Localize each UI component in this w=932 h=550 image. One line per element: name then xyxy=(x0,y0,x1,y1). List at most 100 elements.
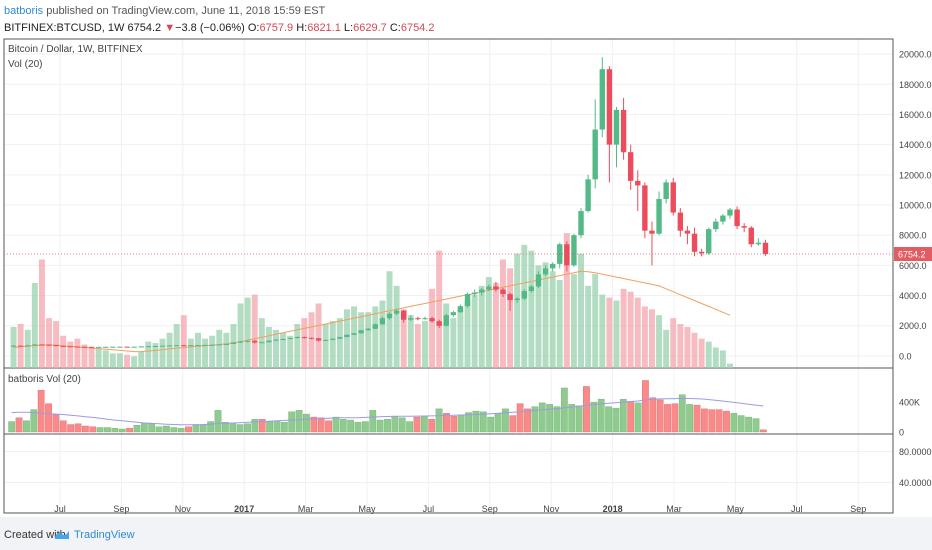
candle-body xyxy=(486,286,492,290)
candle-body xyxy=(620,109,627,153)
candle-body xyxy=(95,346,102,348)
candle-body xyxy=(25,345,31,347)
candle-body xyxy=(691,233,698,252)
time-axis[interactable]: Jul Sep Nov 2017 Mar May Jul Sep Nov 2018 Mar May Ju… xyxy=(54,504,866,514)
volume-bar xyxy=(708,409,716,433)
volume-bar xyxy=(752,418,760,433)
candle-body xyxy=(237,341,244,343)
main-title: Bitcoin / Dollar, 1W, BITFINEX xyxy=(8,44,143,55)
volume-bar xyxy=(155,426,163,433)
overlay-volume-bar xyxy=(280,332,287,368)
candle-body xyxy=(46,344,52,346)
volume-bar xyxy=(693,404,701,433)
volume-bar xyxy=(295,410,303,433)
volume-bar xyxy=(347,419,355,433)
candle-body xyxy=(493,286,499,290)
volume-bar xyxy=(8,421,16,433)
volume-bar xyxy=(15,417,23,433)
volume-bar xyxy=(686,404,693,433)
candle-body xyxy=(393,310,400,314)
overlay-volume-bar xyxy=(251,294,258,368)
price-tick-label: 0.0 xyxy=(899,351,912,361)
overlay-volume-bar xyxy=(727,363,733,368)
candle-body xyxy=(599,69,605,130)
overlay-volume-bar xyxy=(102,350,109,368)
candle-body xyxy=(514,298,520,301)
price-change: −3.8 (−0.06%) xyxy=(175,22,245,34)
overlay-volume-bar xyxy=(429,288,436,368)
overlay-volume-bar xyxy=(74,338,81,368)
candle-body xyxy=(450,312,457,316)
candle-body xyxy=(386,313,393,319)
price-axis[interactable]: 20000.0 18000.0 16000.0 14000.0 12000.0 10000… xyxy=(894,50,932,488)
volume-bar xyxy=(96,427,104,433)
volume-tick-label: 0 xyxy=(899,428,904,438)
volume-bar xyxy=(37,389,45,433)
overlay-volume-bar xyxy=(670,318,677,368)
volume-bar xyxy=(745,416,752,433)
candle-body xyxy=(230,342,237,345)
overlay-volume-bar xyxy=(492,282,499,368)
volume-bar xyxy=(214,410,222,433)
overlay-volume-bar xyxy=(471,294,478,368)
overlay-volume-bar xyxy=(691,332,698,368)
candle-body xyxy=(330,338,336,340)
time-tick-label: Jul xyxy=(54,504,66,514)
volume-bar xyxy=(700,408,708,433)
volume-bar xyxy=(222,422,229,433)
publisher-link[interactable]: batboris xyxy=(4,5,44,17)
candle-body xyxy=(181,345,187,347)
candle-body xyxy=(39,344,45,346)
price-tick-label: 12000.0 xyxy=(899,170,932,180)
candle-body xyxy=(670,182,676,213)
volume-bar xyxy=(642,380,649,433)
overlay-volume-bar xyxy=(124,354,131,368)
overlay-volume-bar xyxy=(315,303,322,368)
overlay-volume-bar xyxy=(443,303,450,368)
volume-bar xyxy=(759,429,767,433)
overlay-volume-bar xyxy=(500,259,506,368)
candle-body xyxy=(741,226,747,228)
candle-body xyxy=(436,321,442,326)
candle-body xyxy=(252,340,258,343)
chart-area[interactable]: 20000.0 18000.0 16000.0 14000.0 12000.0 10000… xyxy=(0,36,932,517)
overlay-volume-bar xyxy=(663,329,670,368)
volume-bar xyxy=(398,417,406,433)
down-arrow-icon: ▼ xyxy=(164,22,176,34)
volume-ma-line xyxy=(11,397,764,426)
overlay-volume-bar xyxy=(549,271,556,368)
volume-bar xyxy=(384,419,391,433)
overlay-volume-bar xyxy=(457,309,464,368)
overlay-volume-bar xyxy=(187,338,194,368)
volume-bar xyxy=(303,413,310,433)
overlay-volume-bar xyxy=(641,306,648,368)
overlay-volume-bar xyxy=(95,348,102,368)
volume-bar xyxy=(310,416,318,433)
candlestick-series xyxy=(4,57,893,348)
tradingview-link[interactable]: TradingView xyxy=(74,529,135,541)
candle-body xyxy=(429,318,435,322)
overlay-volume-bar xyxy=(542,262,549,368)
overlay-volume-bar xyxy=(414,324,421,368)
created-with-text: Created with xyxy=(4,529,66,541)
volume-bar xyxy=(148,423,156,433)
low-value: 6629.7 xyxy=(353,22,387,34)
candle-body xyxy=(131,346,137,348)
volume-bar xyxy=(737,415,745,433)
volume-bar xyxy=(472,410,480,433)
volume-bar xyxy=(538,402,546,433)
overlay-volume-bar xyxy=(684,326,691,368)
volume-bar xyxy=(140,422,148,433)
overlay-volume-bar xyxy=(131,356,138,368)
candle-body xyxy=(415,318,421,320)
overlay-volume-bar xyxy=(152,343,159,368)
volume-bar xyxy=(435,408,443,433)
candle-body xyxy=(294,337,300,339)
volume-bar xyxy=(465,412,472,433)
overlay-volume-bar xyxy=(528,250,535,368)
volume-bar xyxy=(715,409,723,433)
volume-bar xyxy=(185,426,192,433)
symbol-label[interactable]: BITFINEX:BTCUSD, 1W xyxy=(4,22,125,34)
candle-body xyxy=(174,345,180,347)
volume-bar xyxy=(317,417,325,433)
